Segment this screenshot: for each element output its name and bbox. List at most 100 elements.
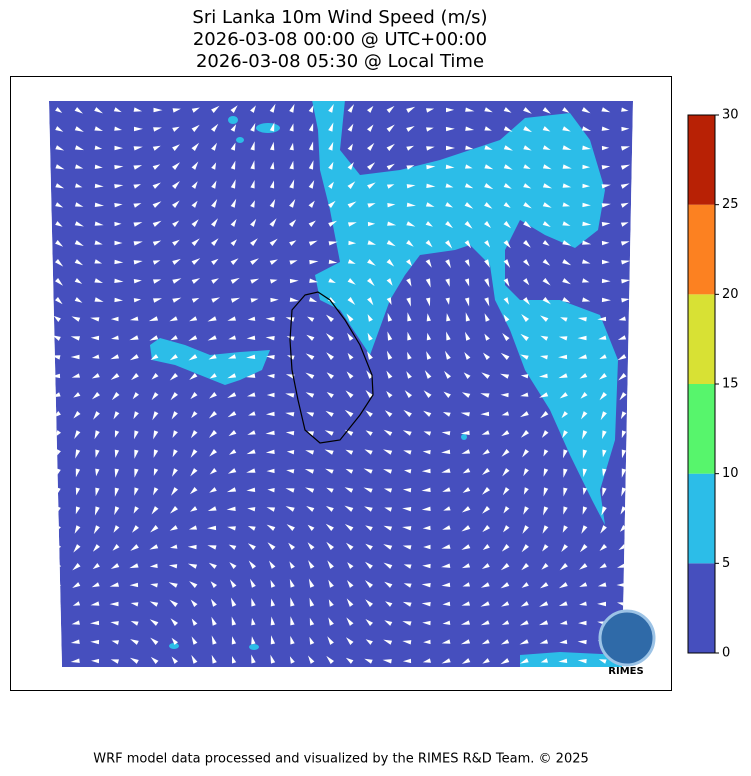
wind-arrow: [114, 278, 124, 283]
wind-arrow: [422, 450, 431, 455]
wind-arrow: [134, 487, 139, 496]
wind-arrow: [93, 525, 100, 535]
wind-arrow: [465, 107, 475, 112]
wind-arrow: [562, 107, 570, 113]
wind-arrow: [246, 468, 256, 473]
wind-arrow: [364, 506, 373, 512]
wind-arrow: [582, 221, 592, 226]
wind-arrow: [286, 469, 295, 474]
wind-arrow: [134, 449, 139, 459]
wind-arrow: [345, 390, 354, 398]
wind-arrow: [114, 468, 119, 478]
wind-arrow: [425, 259, 432, 268]
wind-arrow: [169, 525, 178, 531]
wind-arrow: [464, 278, 470, 287]
wind-arrow: [484, 297, 490, 307]
wind-arrow: [231, 616, 237, 626]
wind-arrow: [131, 373, 139, 381]
wind-arrow: [519, 658, 529, 664]
wind-arrow: [521, 563, 529, 571]
wind-arrow: [520, 392, 529, 397]
wind-arrow: [558, 354, 568, 360]
wind-arrow: [152, 164, 161, 170]
wind-arrow: [208, 562, 217, 569]
wind-arrow: [114, 203, 123, 208]
wind-arrow: [148, 316, 159, 322]
wind-arrow: [306, 506, 315, 512]
wind-arrow: [539, 392, 549, 398]
wind-arrow: [228, 430, 237, 437]
wind-arrow: [500, 658, 510, 665]
wind-arrow: [114, 506, 120, 516]
wind-arrow: [266, 524, 276, 531]
wind-arrow: [620, 202, 629, 208]
wind-arrow: [129, 657, 139, 664]
wind-arrow: [250, 141, 255, 151]
wind-arrow: [425, 278, 431, 288]
wind-arrow: [383, 488, 392, 493]
wind-arrow: [523, 259, 530, 267]
wind-arrow: [285, 374, 295, 379]
wind-arrow: [461, 506, 471, 513]
wind-arrow: [621, 468, 627, 478]
wind-arrow: [620, 183, 630, 189]
wind-arrow: [94, 126, 103, 131]
wind-arrow: [305, 487, 315, 493]
wind-arrow: [232, 656, 237, 664]
wind-arrow: [168, 564, 178, 569]
wind-arrow: [426, 332, 432, 341]
wind-arrow: [191, 258, 201, 265]
wind-arrow: [422, 620, 431, 626]
wind-arrow: [523, 183, 532, 189]
wind-arrow: [92, 544, 100, 552]
wind-arrow: [94, 506, 100, 516]
wind-arrow: [132, 392, 139, 400]
wind-arrow: [404, 390, 412, 398]
wind-arrow: [521, 544, 529, 553]
wind-arrow: [112, 544, 120, 551]
wind-arrow: [191, 107, 200, 113]
wind-arrow: [230, 239, 237, 246]
wind-arrow: [74, 240, 84, 246]
wind-arrow: [579, 563, 588, 570]
wind-arrow: [445, 183, 454, 188]
wind-arrow: [250, 200, 255, 208]
wind-arrow: [75, 506, 81, 515]
wind-arrow: [326, 352, 334, 360]
wind-arrow: [285, 317, 295, 322]
wind-arrow: [367, 259, 376, 266]
wind-arrow: [211, 218, 218, 227]
wind-arrow: [480, 411, 490, 417]
wind-arrow: [423, 390, 432, 398]
wind-arrow: [229, 562, 237, 569]
wind-arrow: [387, 221, 397, 226]
wind-arrow: [227, 316, 236, 321]
wind-arrow: [344, 409, 354, 417]
wind-arrow: [387, 312, 393, 322]
wind-arrow: [91, 373, 100, 379]
wind-arrow: [426, 183, 436, 188]
wind-arrow: [308, 578, 315, 588]
wind-arrow: [309, 636, 315, 645]
wind-arrow: [149, 601, 159, 607]
wind-arrow: [344, 524, 354, 531]
wind-arrow: [445, 259, 451, 269]
wind-arrow: [211, 162, 217, 170]
wind-arrow: [562, 525, 568, 533]
wind-arrow: [71, 620, 80, 625]
wind-arrow: [171, 487, 178, 496]
wind-arrow: [169, 316, 178, 322]
wind-arrow: [114, 430, 120, 438]
wind-arrow: [523, 278, 530, 286]
wind-arrow: [153, 468, 159, 476]
wind-arrow: [129, 563, 139, 569]
wind-arrow: [289, 219, 297, 227]
wind-arrow: [581, 411, 588, 420]
wind-arrow: [265, 449, 275, 454]
wind-arrow: [618, 373, 627, 381]
wind-arrow: [461, 449, 471, 454]
wind-arrow: [480, 393, 490, 398]
wind-arrow: [153, 449, 159, 458]
wind-arrow: [542, 126, 551, 132]
footer: WRF model data processed and visualized …: [93, 752, 589, 767]
